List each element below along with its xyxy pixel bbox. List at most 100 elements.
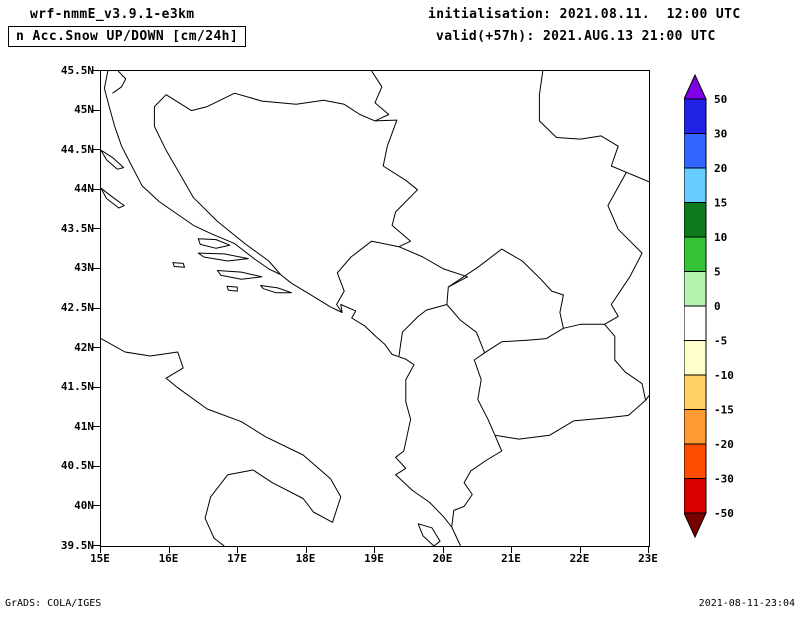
y-tick-label-40N: 40N [74,498,94,512]
map-outlines-svg [101,71,649,546]
x-tick-label-17E: 17E [227,552,247,565]
outline-croatia-bosnia-border [153,92,376,275]
outline-greece-bulgaria-border [645,395,649,401]
outline-slovenia-croatia-border [112,71,127,94]
x-tick-mark [305,546,307,553]
y-tick-mark [93,228,100,230]
x-tick-mark [237,546,238,553]
outline-macedonia-albania-border [473,352,496,436]
y-tick-mark [93,545,100,546]
outline-italy-coast [101,338,342,546]
creation-timestamp: 2021-08-11-23:04 [698,598,795,609]
colorbar-label-5: 5 [714,266,721,279]
outline-romania-bulgaria-border [626,171,649,183]
y-tick-label-41N: 41N [74,419,94,433]
colorbar-label-0: 0 [714,300,721,313]
colorbar-cell-8 [684,374,707,410]
colorbar-cell-2 [684,167,707,203]
y-tick-mark [93,426,100,428]
product-title: n Acc.Snow UP/DOWN [cm/24h] [8,26,247,47]
colorbar-label-20: 20 [714,162,727,175]
x-tick-mark [511,546,512,553]
y-tick-label-40.5N: 40.5N [60,459,94,473]
y-tick-label-44.5N: 44.5N [60,142,94,156]
colorbar-cell-4 [684,236,707,272]
x-tick-mark [168,546,170,553]
y-tick-mark [93,188,100,190]
y-tick-label-42.5N: 42.5N [60,301,94,314]
outline-corfu-island [417,523,441,546]
y-tick-mark [93,70,100,71]
colorbar-cell-0 [684,98,707,134]
outline-croatia-serbia-border [371,71,390,122]
colorbar-arrow-top [684,74,707,100]
colorbar-cell-11 [684,478,707,514]
outline-pag-island [101,149,125,170]
y-tick-label-45.5N: 45.5N [60,63,94,77]
colorbar-label--30: -30 [714,473,734,486]
y-tick-label-45N: 45N [74,103,94,117]
colorbar-cell-3 [684,202,707,238]
outline-montenegro-albania-border [398,304,448,357]
colorbar-label-15: 15 [714,197,727,210]
outline-serbia-macedonia-border [563,323,605,329]
x-tick-label-18E: 18E [295,552,316,565]
x-tick-mark [100,546,101,553]
grads-credit: GrADS: COLA/IGES [5,598,102,609]
colorbar-cell-9 [684,409,707,445]
y-tick-mark [93,347,100,349]
x-tick-mark [648,546,649,553]
colorbar-cell-1 [684,133,707,169]
colorbar-label-10: 10 [714,231,727,244]
y-tick-label-43.5N: 43.5N [60,221,94,235]
colorbar-label--10: -10 [714,369,734,382]
x-tick-mark [374,546,375,553]
x-tick-label-19E: 19E [364,552,384,565]
outline-brac-island [197,238,231,249]
x-tick-mark [442,546,444,553]
x-tick-label-16E: 16E [158,552,179,565]
colorbar-label-30: 30 [714,128,727,141]
y-tick-label-42N: 42N [74,340,94,354]
colorbar-label--5: -5 [714,335,727,348]
model-title: wrf-nmmE_v3.9.1-e3km [30,7,195,22]
colorbar-label-50: 50 [714,93,727,106]
x-tick-label-23E: 23E [638,552,658,565]
outline-mljet-island [260,285,292,294]
y-tick-label-43N: 43N [74,261,94,275]
colorbar-cell-6 [684,305,707,341]
x-tick-label-21E: 21E [501,552,521,565]
outline-korcula-island [216,270,263,280]
outline-albania-greece-border [451,435,503,528]
y-tick-mark [93,307,100,309]
outline-lastovo-island [226,285,238,292]
x-tick-label-22E: 22E [569,552,590,565]
y-tick-mark [93,386,100,388]
y-tick-mark [93,149,100,151]
x-tick-label-15E: 15E [90,552,110,565]
colorbar-label--15: -15 [714,404,734,417]
outline-montenegro-serbia-border [398,246,468,288]
outline-serbia-romania-border [538,71,627,173]
colorbar-cell-7 [684,340,707,376]
y-tick-label-44N: 44N [74,182,94,196]
outline-east-adriatic-coast [103,71,462,546]
outline-hvar-island [197,252,249,262]
outline-macedonia-greece-border [494,399,646,440]
colorbar-cell-10 [684,443,707,479]
map-plot-area [100,70,650,547]
y-tick-mark [93,505,100,507]
initialisation-label: initialisation: 2021.08.11. 12:00 UTC [428,7,741,22]
y-tick-label-41.5N: 41.5N [60,380,94,394]
colorbar-label--20: -20 [714,438,734,451]
y-tick-label-39.5N: 39.5N [60,538,94,552]
outline-kosovo-border [446,248,564,354]
colorbar-label--50: -50 [714,507,734,520]
y-tick-mark [93,109,100,111]
outline-bosnia-serbia-border [374,119,418,248]
outline-dugi-otok-island [101,187,125,209]
outline-bulgaria-macedonia-border [604,323,647,401]
x-tick-label-20E: 20E [432,552,453,565]
